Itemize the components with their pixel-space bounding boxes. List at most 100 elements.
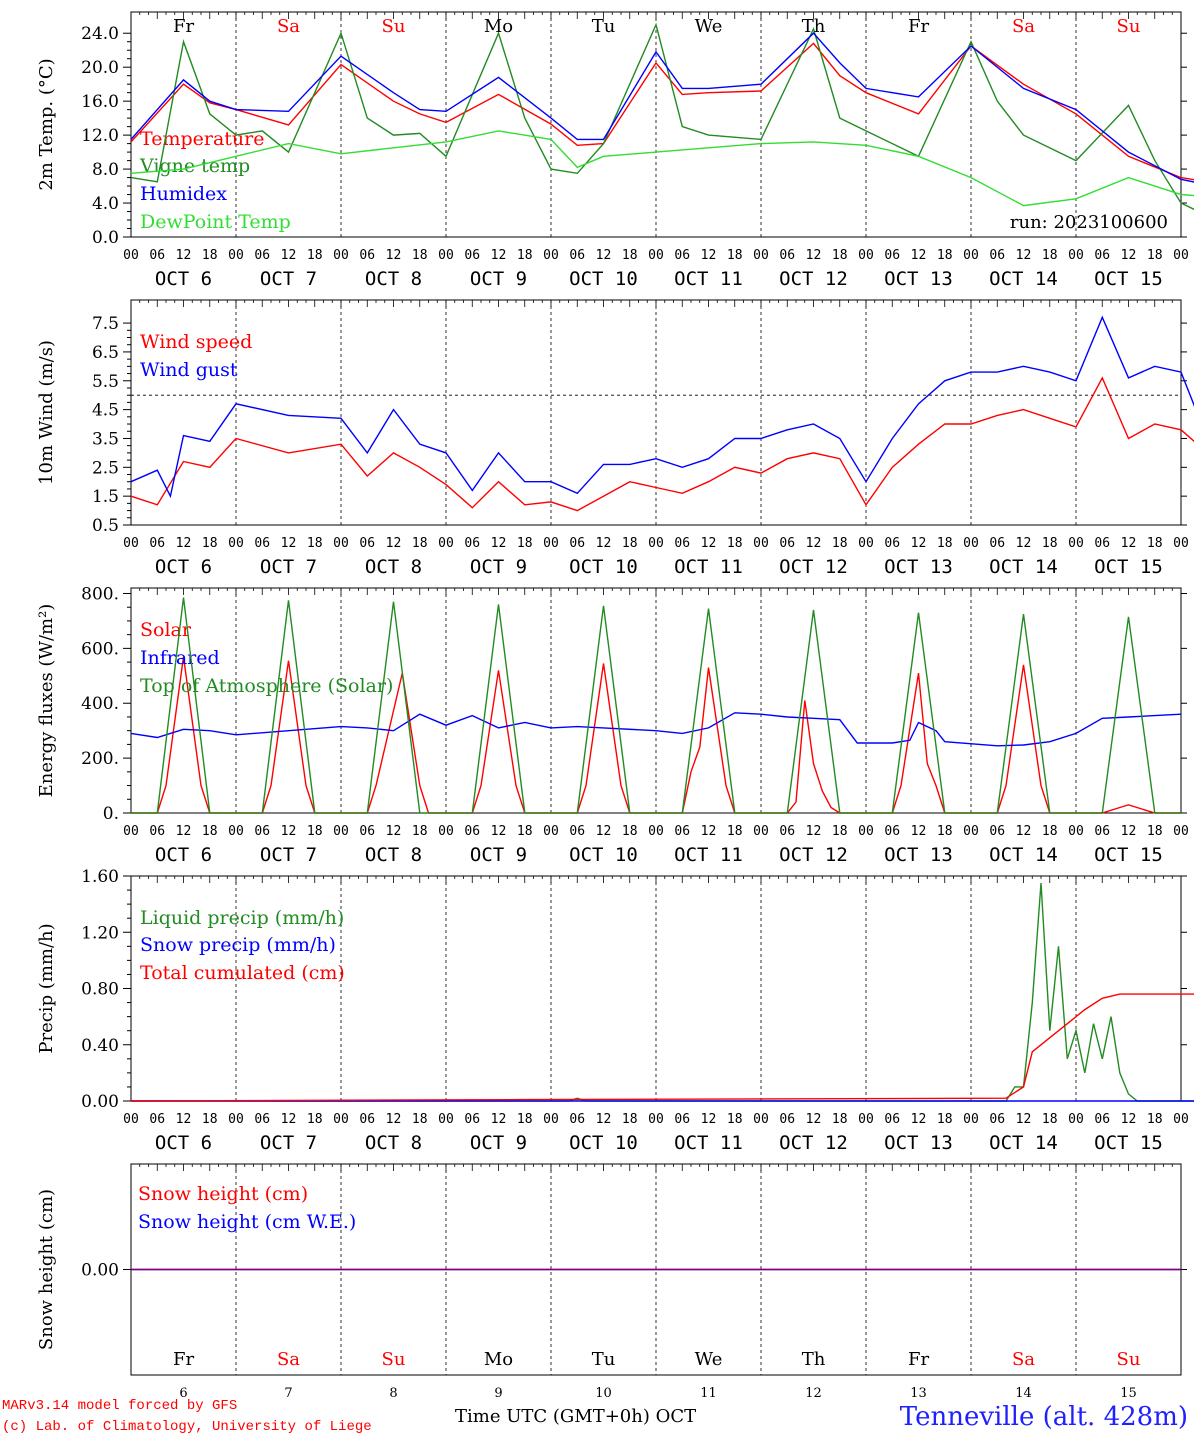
hour-tick-label: 18 (1147, 824, 1163, 839)
hour-tick-label: 00 (753, 248, 769, 263)
hour-tick-label: 18 (202, 1112, 218, 1127)
hour-tick-label: 18 (202, 536, 218, 551)
hour-tick-label: 12 (1016, 536, 1032, 551)
hour-tick-label: 06 (464, 248, 480, 263)
series-line-wind-speed (130, 376, 1194, 512)
y-axis-label: Snow height (cm) (36, 1189, 57, 1350)
hour-tick-label: 00 (1173, 824, 1189, 839)
hour-tick-label: 18 (622, 824, 638, 839)
hour-tick-label: 00 (963, 248, 979, 263)
series-line-total-cumulated-cm (130, 993, 1194, 1102)
hour-tick-label: 00 (543, 248, 559, 263)
day-label: OCT 7 (260, 268, 317, 290)
hour-tick-label: 00 (963, 1112, 979, 1127)
y-tick-label: 0.00 (81, 1261, 119, 1281)
day-label: OCT 13 (884, 1132, 953, 1154)
hour-tick-label: 18 (832, 1112, 848, 1127)
day-label: OCT 12 (779, 268, 848, 290)
hour-tick-label: 12 (806, 536, 822, 551)
hour-tick-label: 00 (1068, 1112, 1084, 1127)
y-tick-label: 0.00 (81, 1092, 119, 1112)
hour-tick-label: 00 (438, 824, 454, 839)
day-label: OCT 15 (1094, 268, 1163, 290)
hour-tick-label: 00 (1173, 536, 1189, 551)
hour-tick-label: 12 (701, 1112, 717, 1127)
hour-tick-label: 18 (517, 824, 533, 839)
series-line-wind-gust (130, 315, 1194, 499)
hour-tick-label: 00 (228, 1112, 244, 1127)
weekday-label: Su (382, 16, 406, 37)
hour-tick-label: 06 (884, 824, 900, 839)
day-label: OCT 7 (260, 844, 317, 866)
hour-tick-label: 18 (727, 824, 743, 839)
hour-tick-label: 00 (1173, 1112, 1189, 1127)
hour-tick-label: 12 (491, 248, 507, 263)
y-tick-label: 4.5 (92, 401, 119, 421)
hour-tick-label: 06 (674, 536, 690, 551)
hour-tick-label: 00 (228, 536, 244, 551)
day-label: OCT 7 (260, 556, 317, 578)
hour-tick-label: 00 (648, 1112, 664, 1127)
day-label: OCT 13 (884, 556, 953, 578)
hour-tick-label: 18 (622, 536, 638, 551)
day-label: OCT 10 (569, 844, 638, 866)
hour-tick-label: 18 (307, 248, 323, 263)
hour-tick-label: 06 (1094, 248, 1110, 263)
hour-tick-label: 06 (254, 824, 270, 839)
hour-tick-label: 00 (438, 1112, 454, 1127)
y-tick-label: 0.40 (81, 1036, 119, 1056)
hour-tick-label: 06 (989, 824, 1005, 839)
hour-tick-label: 12 (1016, 824, 1032, 839)
hour-tick-label: 12 (806, 248, 822, 263)
day-label: OCT 10 (569, 556, 638, 578)
y-tick-label: 1.20 (81, 923, 119, 943)
hour-tick-label: 12 (491, 824, 507, 839)
hour-tick-label: 06 (1094, 536, 1110, 551)
y-tick-label: 8.0 (92, 160, 119, 180)
hour-tick-label: 00 (228, 824, 244, 839)
hour-tick-label: 00 (123, 248, 139, 263)
hour-tick-label: 00 (438, 248, 454, 263)
hour-tick-label: 12 (491, 1112, 507, 1127)
day-label: OCT 8 (365, 1132, 422, 1154)
legend-entry-snow-precip-mm-h: Snow precip (mm/h) (140, 934, 336, 956)
day-label: OCT 9 (470, 1132, 527, 1154)
hour-tick-label: 06 (254, 536, 270, 551)
day-label: OCT 14 (989, 1132, 1058, 1154)
hour-tick-label: 12 (176, 1112, 192, 1127)
day-number-label: 8 (389, 1386, 397, 1401)
hour-tick-label: 00 (438, 536, 454, 551)
hour-tick-label: 00 (858, 536, 874, 551)
station-title: Tenneville (alt. 428m) (899, 1402, 1188, 1432)
hour-tick-label: 18 (1042, 1112, 1058, 1127)
hour-tick-label: 00 (648, 248, 664, 263)
hour-tick-label: 12 (911, 248, 927, 263)
y-tick-label: 0.5 (92, 516, 119, 536)
legend-entry-solar: Solar (140, 619, 192, 641)
hour-tick-label: 00 (543, 824, 559, 839)
day-label: OCT 14 (989, 268, 1058, 290)
hour-tick-label: 12 (176, 824, 192, 839)
hour-tick-label: 18 (1042, 824, 1058, 839)
weekday-label: We (695, 16, 723, 37)
hour-tick-label: 18 (832, 824, 848, 839)
hour-tick-label: 00 (753, 536, 769, 551)
legend-entry-infrared: Infrared (140, 647, 220, 669)
hour-tick-label: 18 (1042, 248, 1058, 263)
hour-tick-label: 06 (674, 248, 690, 263)
model-credit: MARv3.14 model forced by GFS (2, 1398, 238, 1414)
hour-tick-label: 00 (333, 824, 349, 839)
panel-precip-mm-h: 0.00 0.40 0.80 1.20 1.60 Precip (mm/h) Liquid … (36, 867, 1194, 1154)
hour-tick-label: 12 (386, 1112, 402, 1127)
hour-tick-label: 18 (412, 536, 428, 551)
day-label: OCT 10 (569, 268, 638, 290)
day-number-label: 14 (1015, 1386, 1032, 1401)
weekday-label: Su (1117, 16, 1141, 37)
weekday-label: Sa (277, 16, 300, 37)
hour-tick-label: 00 (858, 824, 874, 839)
y-tick-label: 24.0 (81, 24, 119, 44)
day-label: OCT 15 (1094, 844, 1163, 866)
day-label: OCT 11 (674, 844, 743, 866)
hour-tick-label: 00 (1173, 248, 1189, 263)
hour-tick-label: 00 (543, 536, 559, 551)
